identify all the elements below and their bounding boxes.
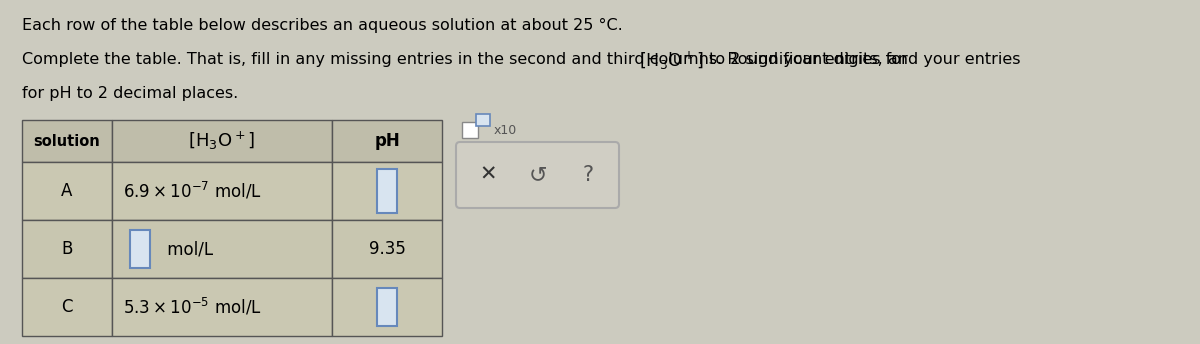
Bar — [22, 278, 112, 336]
Text: ✕: ✕ — [479, 165, 497, 185]
Bar — [130, 230, 150, 268]
Text: Complete the table. That is, fill in any missing entries in the second and third: Complete the table. That is, fill in any… — [22, 52, 913, 67]
Bar — [112, 278, 332, 336]
Text: mol/L: mol/L — [162, 240, 214, 258]
Bar — [22, 162, 112, 220]
Text: Each row of the table below describes an aqueous solution at about 25 °C.: Each row of the table below describes an… — [22, 18, 623, 33]
Bar — [462, 122, 478, 138]
Bar — [332, 120, 442, 162]
Bar — [332, 278, 442, 336]
Text: solution: solution — [34, 133, 101, 149]
Text: $\left[\mathrm{H_3O^+}\right]$: $\left[\mathrm{H_3O^+}\right]$ — [188, 130, 256, 152]
Text: $5.3 \times 10^{-5}$ mol/L: $5.3 \times 10^{-5}$ mol/L — [122, 297, 262, 318]
Text: for pH to 2 decimal places.: for pH to 2 decimal places. — [22, 86, 239, 101]
Bar — [112, 162, 332, 220]
Bar — [112, 220, 332, 278]
Text: $6.9 \times 10^{-7}$ mol/L: $6.9 \times 10^{-7}$ mol/L — [122, 181, 262, 202]
Bar — [377, 169, 397, 213]
Text: ↺: ↺ — [529, 165, 547, 185]
Bar — [22, 120, 112, 162]
Text: A: A — [61, 182, 73, 200]
Text: pH: pH — [374, 132, 400, 150]
Bar — [476, 114, 490, 126]
Text: to 2 significant digits, and your entries: to 2 significant digits, and your entrie… — [704, 52, 1020, 67]
Text: x10: x10 — [494, 123, 517, 137]
FancyBboxPatch shape — [456, 142, 619, 208]
Bar — [332, 162, 442, 220]
Bar — [112, 120, 332, 162]
Text: C: C — [61, 298, 73, 316]
Bar — [377, 288, 397, 326]
Bar — [332, 220, 442, 278]
Text: B: B — [61, 240, 73, 258]
Text: $\left[\mathrm{H_3O^+}\right]$: $\left[\mathrm{H_3O^+}\right]$ — [640, 50, 704, 72]
Text: ?: ? — [582, 165, 594, 185]
Bar — [22, 220, 112, 278]
Text: 9.35: 9.35 — [368, 240, 406, 258]
